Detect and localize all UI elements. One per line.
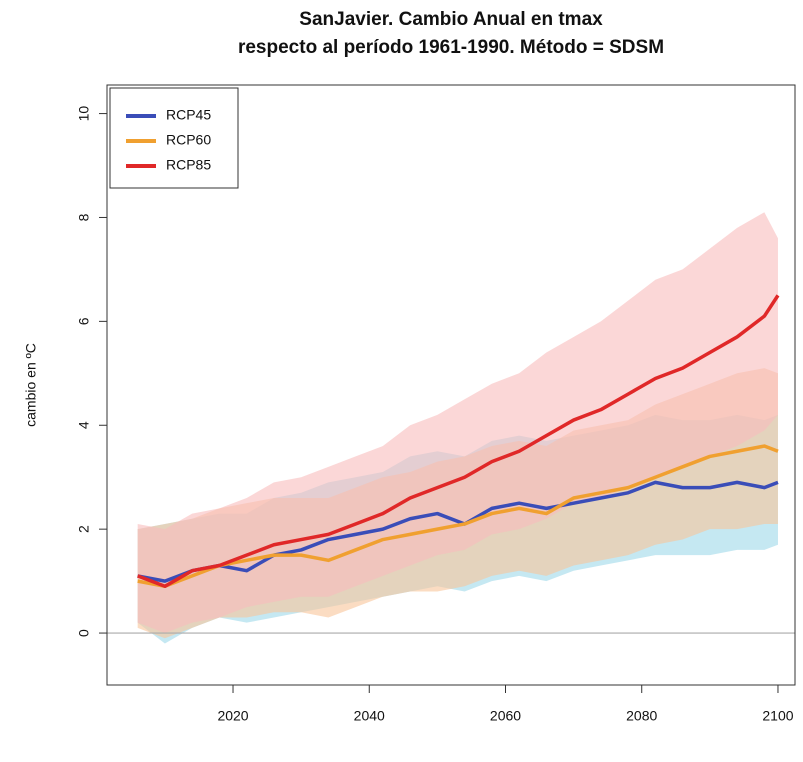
legend-label: RCP45 — [166, 107, 211, 123]
y-tick-label: 8 — [76, 213, 92, 221]
x-tick-label: 2080 — [626, 708, 657, 724]
y-tick-label: 10 — [76, 106, 92, 122]
x-tick-label: 2060 — [490, 708, 521, 724]
x-tick-label: 2040 — [354, 708, 385, 724]
legend-box — [109, 87, 239, 189]
x-tick-label: 2020 — [217, 708, 248, 724]
chart-subtitle: respecto al período 1961-1990. Método = … — [238, 37, 664, 58]
series-line — [137, 294, 780, 589]
y-tick-label: 2 — [76, 525, 92, 533]
x-tick-label: 2100 — [762, 708, 793, 724]
legend-label: RCP85 — [166, 157, 211, 173]
y-tick-label: 6 — [76, 317, 92, 325]
y-tick-label: 4 — [76, 421, 92, 429]
chart-title: SanJavier. Cambio Anual en tmax — [299, 9, 603, 30]
series-line — [137, 444, 779, 589]
uncertainty-band — [137, 212, 778, 634]
legend-label: RCP60 — [166, 132, 211, 148]
y-axis-label: cambio en ºC — [23, 343, 39, 427]
plot-frame — [106, 84, 796, 686]
y-tick-label: 0 — [76, 629, 92, 637]
